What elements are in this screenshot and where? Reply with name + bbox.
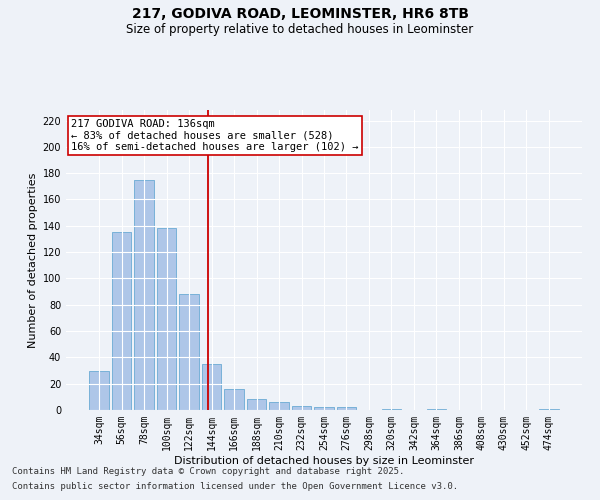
Bar [224, 389, 244, 410]
Y-axis label: Number of detached properties: Number of detached properties [28, 172, 38, 348]
Bar [247, 400, 266, 410]
Bar [89, 370, 109, 410]
Text: Contains HM Land Registry data © Crown copyright and database right 2025.: Contains HM Land Registry data © Crown c… [12, 467, 404, 476]
Bar [539, 408, 559, 410]
Bar [337, 408, 356, 410]
Text: Contains public sector information licensed under the Open Government Licence v3: Contains public sector information licen… [12, 482, 458, 491]
Bar [179, 294, 199, 410]
Bar [382, 408, 401, 410]
Bar [427, 408, 446, 410]
X-axis label: Distribution of detached houses by size in Leominster: Distribution of detached houses by size … [174, 456, 474, 466]
Text: 217 GODIVA ROAD: 136sqm
← 83% of detached houses are smaller (528)
16% of semi-d: 217 GODIVA ROAD: 136sqm ← 83% of detache… [71, 119, 359, 152]
Bar [157, 228, 176, 410]
Bar [314, 408, 334, 410]
Bar [134, 180, 154, 410]
Bar [202, 364, 221, 410]
Text: Size of property relative to detached houses in Leominster: Size of property relative to detached ho… [127, 22, 473, 36]
Bar [269, 402, 289, 410]
Bar [292, 406, 311, 410]
Bar [112, 232, 131, 410]
Text: 217, GODIVA ROAD, LEOMINSTER, HR6 8TB: 217, GODIVA ROAD, LEOMINSTER, HR6 8TB [131, 8, 469, 22]
